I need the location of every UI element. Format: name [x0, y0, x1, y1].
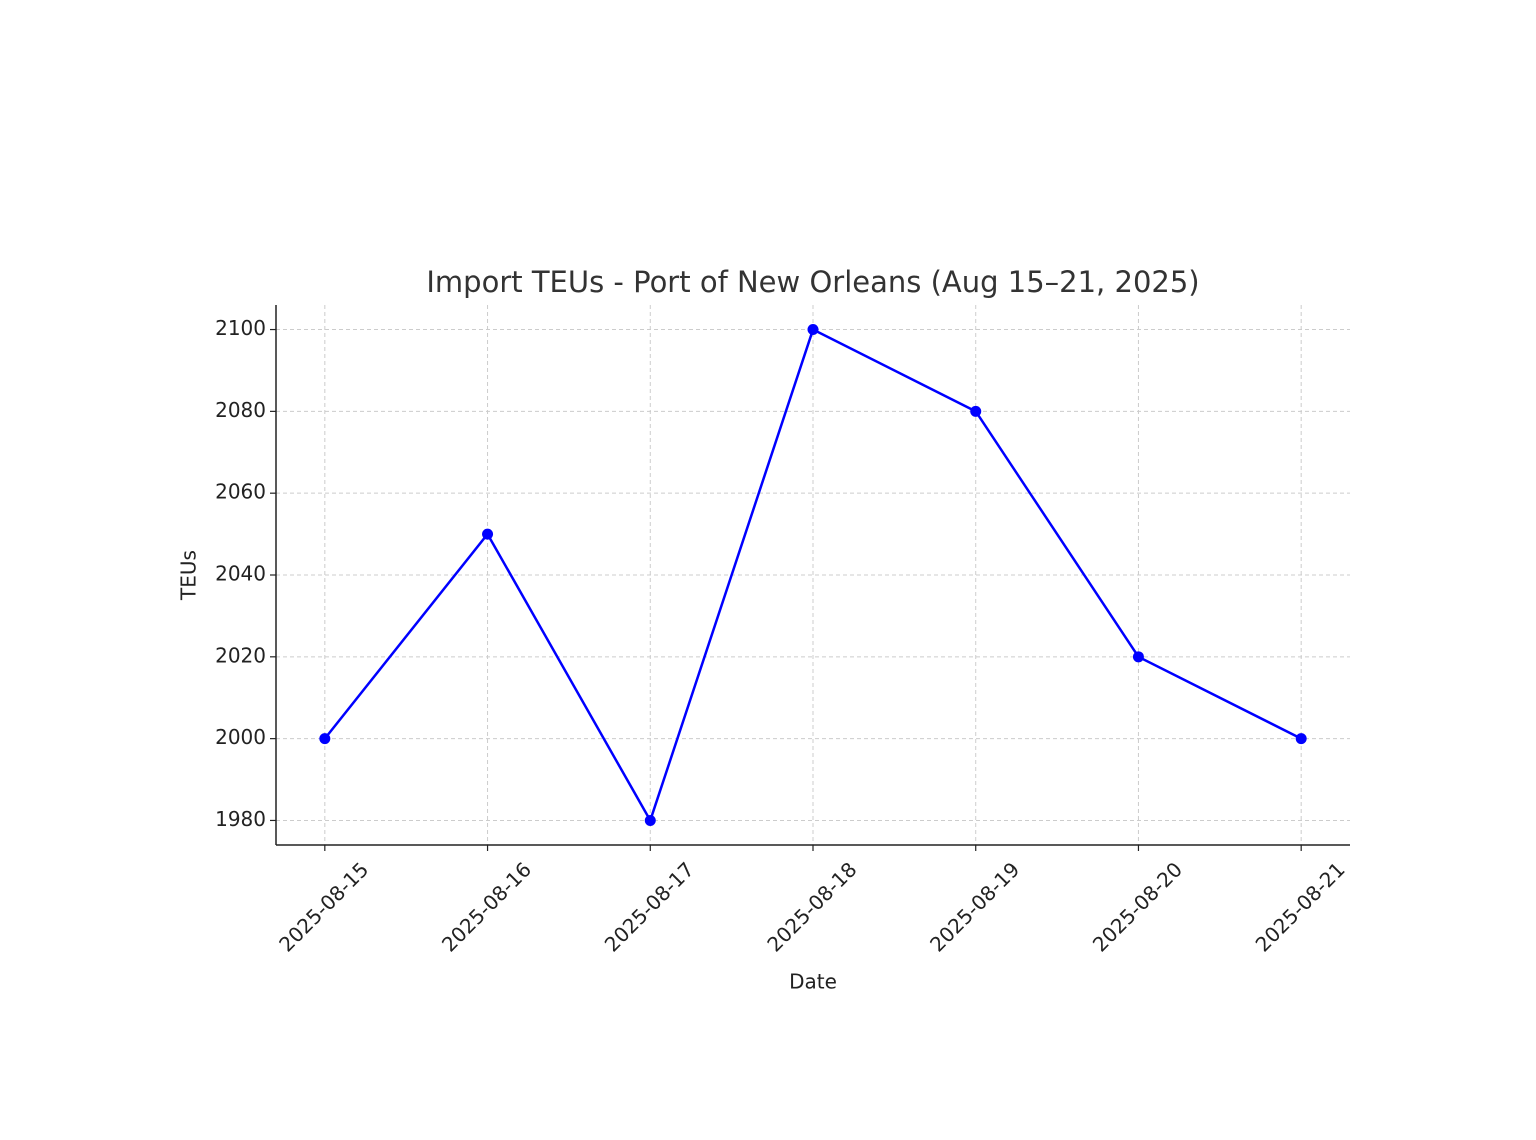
- y-tick-label: 2040: [215, 562, 266, 586]
- data-point: [1295, 733, 1307, 745]
- x-tick-label: 2025-08-17: [600, 857, 699, 956]
- x-tick-label: 2025-08-18: [762, 857, 861, 956]
- data-point: [807, 324, 819, 336]
- data-point: [319, 733, 331, 745]
- x-tick-label: 2025-08-16: [437, 857, 536, 956]
- x-tick-label: 2025-08-15: [274, 857, 373, 956]
- x-tick-label: 2025-08-21: [1251, 857, 1350, 956]
- y-tick-label: 2020: [215, 643, 266, 667]
- y-tick-label: 1980: [215, 807, 266, 831]
- y-tick-label: 2100: [215, 316, 266, 340]
- x-tick-label: 2025-08-19: [925, 857, 1024, 956]
- data-point: [644, 814, 656, 826]
- y-tick-label: 2000: [215, 725, 266, 749]
- data-point: [1132, 651, 1144, 663]
- data-point: [970, 405, 982, 417]
- y-tick-label: 2080: [215, 398, 266, 422]
- chart-title: Import TEUs - Port of New Orleans (Aug 1…: [426, 265, 1199, 299]
- data-point: [482, 528, 494, 540]
- y-axis-label: TEUs: [177, 550, 201, 601]
- y-tick-label: 2060: [215, 480, 266, 504]
- x-axis-label: Date: [789, 970, 837, 994]
- x-tick-label: 2025-08-20: [1088, 857, 1187, 956]
